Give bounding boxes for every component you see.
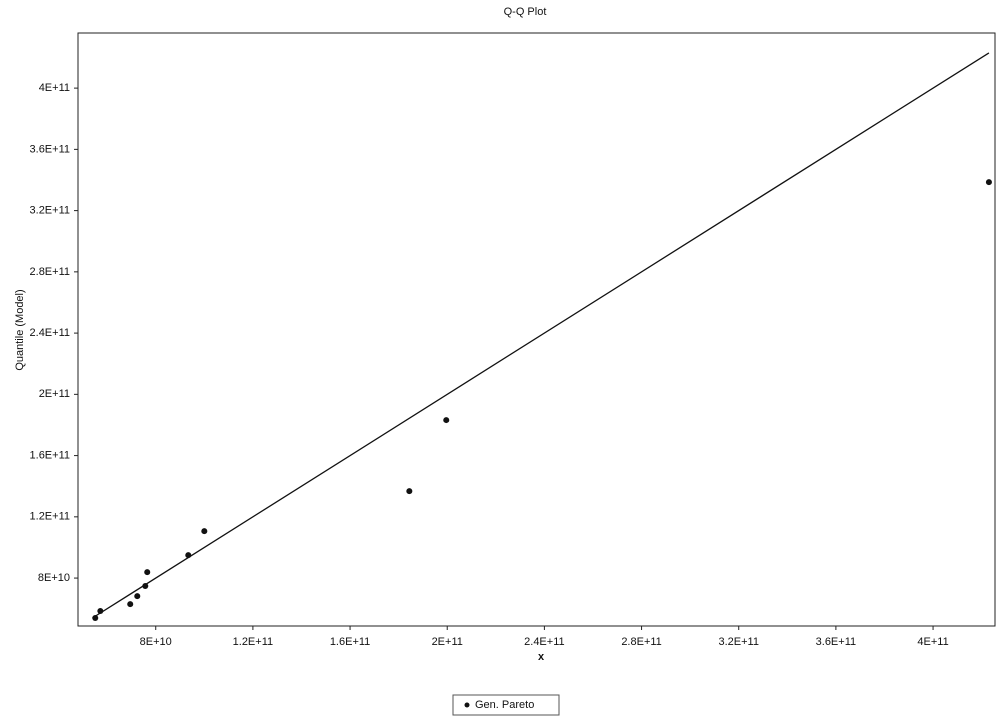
point	[144, 569, 150, 575]
y-tick-label: 8E+10	[38, 572, 70, 584]
chart-title: Q-Q Plot	[504, 6, 547, 18]
y-tick-label: 3.6E+11	[30, 143, 70, 155]
x-tick-label: 3.6E+11	[816, 636, 856, 648]
plot-frame	[78, 33, 995, 626]
point	[92, 615, 98, 621]
x-tick-label: 1.2E+11	[233, 636, 273, 648]
x-tick-label: 8E+10	[140, 636, 172, 648]
point	[134, 593, 140, 599]
y-tick-label: 2.8E+11	[30, 266, 70, 278]
x-tick-label: 2.8E+11	[621, 636, 661, 648]
y-tick-label: 2.4E+11	[30, 327, 70, 339]
point	[406, 488, 412, 494]
x-tick-label: 2.4E+11	[524, 636, 564, 648]
legend-marker	[465, 703, 470, 708]
point	[142, 583, 148, 589]
x-tick-label: 1.6E+11	[330, 636, 370, 648]
point	[127, 601, 133, 607]
reference-line	[93, 53, 989, 618]
y-tick-label: 3.2E+11	[30, 205, 70, 217]
y-axis-label: Quantile (Model)	[14, 289, 26, 370]
point	[201, 528, 207, 534]
x-tick-label: 4E+11	[917, 636, 948, 648]
point	[185, 552, 191, 558]
y-tick-label: 2E+11	[39, 388, 70, 400]
y-tick-label: 1.6E+11	[30, 449, 70, 461]
x-tick-label: 3.2E+11	[718, 636, 758, 648]
legend-label: Gen. Pareto	[475, 699, 534, 711]
point	[986, 179, 992, 185]
chart: Q-Q Plot x Quantile (Model) 8E+10 1.2E+11…	[0, 0, 997, 716]
x-axis-label: x	[538, 651, 545, 663]
point	[97, 608, 103, 614]
y-tick-label: 1.2E+11	[30, 511, 70, 523]
point	[443, 417, 449, 423]
x-tick-label: 2E+11	[432, 636, 463, 648]
y-tick-label: 4E+11	[39, 82, 70, 94]
